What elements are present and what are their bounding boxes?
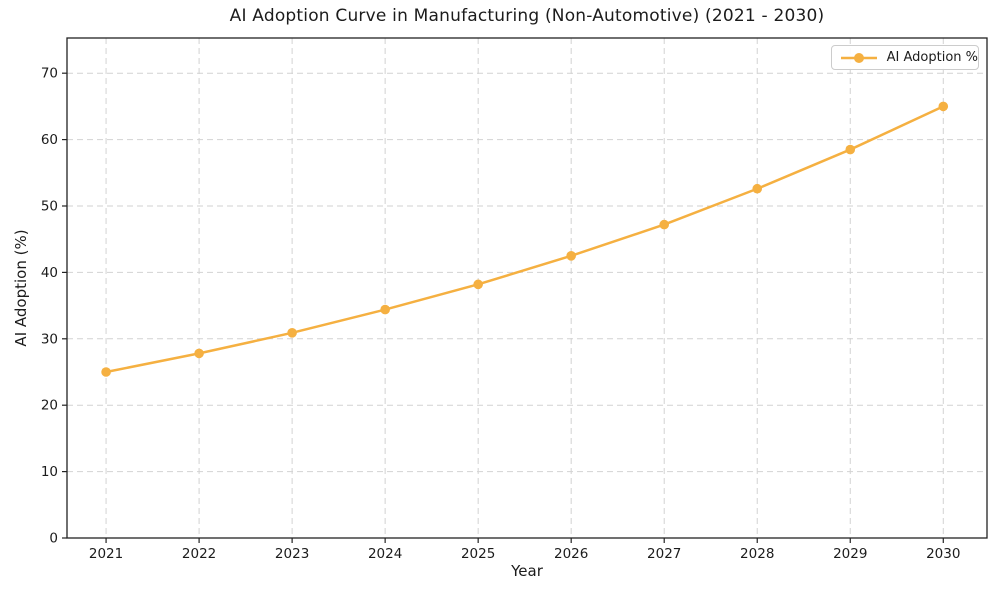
data-point-2026: [566, 250, 576, 261]
x-tick-label: 2022: [182, 546, 216, 562]
y-tick-label: 0: [49, 531, 58, 547]
data-point-2029: [845, 144, 856, 155]
x-tick-label: 2021: [89, 546, 123, 562]
y-tick-label: 40: [41, 265, 58, 281]
legend-line-marker-icon: [841, 52, 877, 63]
x-tick-label: 2023: [275, 546, 309, 562]
x-tick-label: 2028: [740, 546, 774, 562]
y-tick-label: 60: [41, 132, 58, 148]
legend-label: AI Adoption %: [886, 50, 978, 65]
x-tick-label: 2030: [926, 546, 960, 562]
x-tick-label: 2027: [647, 546, 681, 562]
y-tick-label: 50: [41, 198, 58, 214]
y-tick-label: 70: [41, 66, 58, 82]
data-point-2024: [380, 304, 390, 315]
data-point-2027: [659, 219, 670, 230]
data-point-2023: [287, 328, 297, 338]
x-tick-label: 2029: [833, 546, 867, 562]
x-tick-label: 2025: [461, 546, 495, 562]
chart-title: AI Adoption Curve in Manufacturing (Non-…: [229, 6, 825, 26]
axes-spines: [66, 37, 988, 539]
data-point-2025: [473, 279, 483, 290]
x-tick-label: 2026: [554, 546, 588, 562]
data-point-2021: [101, 367, 111, 377]
adoption-line: [105, 105, 944, 374]
y-axis-title: AI Adoption (%): [12, 229, 30, 347]
data-point-2030: [938, 101, 949, 112]
legend: AI Adoption %: [831, 45, 979, 70]
x-tick-label: 2024: [368, 546, 402, 562]
data-point-2022: [194, 348, 204, 359]
y-tick-label: 10: [41, 464, 58, 480]
y-tick-label: 20: [41, 398, 58, 414]
y-tick-label: 30: [41, 331, 58, 347]
data-point-2028: [752, 183, 763, 194]
x-axis-title: Year: [511, 562, 543, 580]
